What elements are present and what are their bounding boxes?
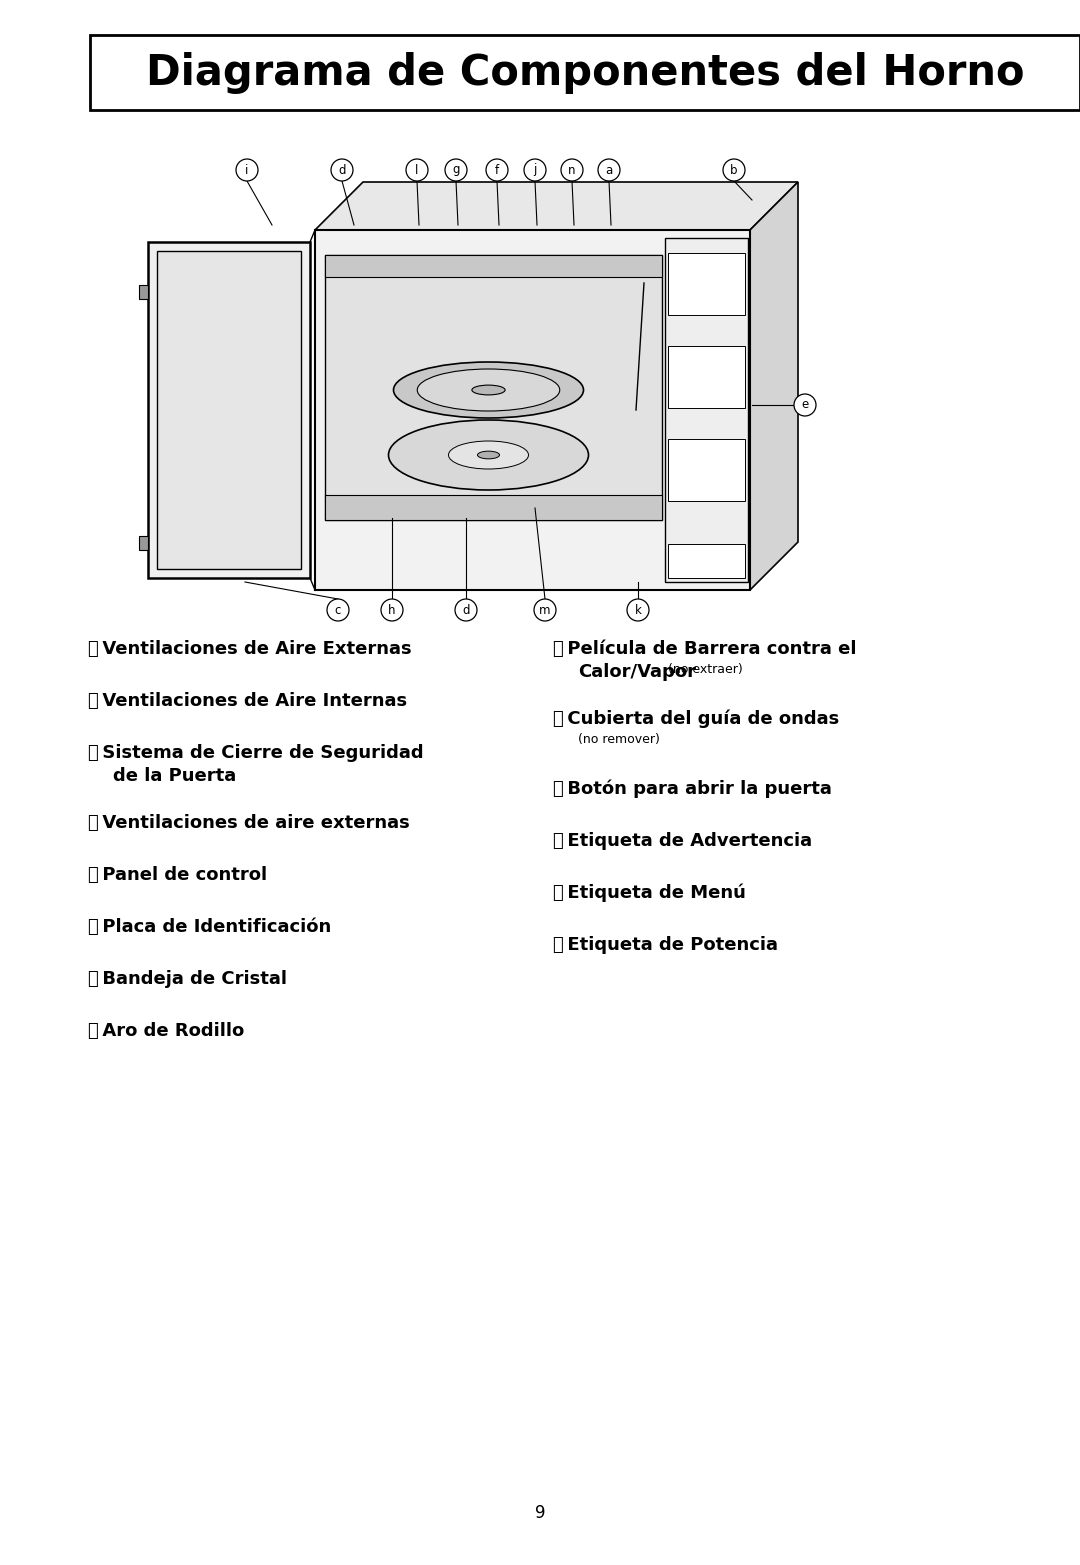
FancyBboxPatch shape [90, 34, 1080, 110]
Text: n: n [568, 163, 576, 177]
Text: 9: 9 [535, 1504, 545, 1523]
Text: d: d [462, 604, 470, 617]
Ellipse shape [472, 385, 505, 394]
Text: Ⓑ Ventilaciones de Aire Internas: Ⓑ Ventilaciones de Aire Internas [87, 692, 407, 711]
Bar [315, 230, 750, 590]
Polygon shape [315, 182, 798, 230]
Text: Ⓓ Ventilaciones de aire externas: Ⓓ Ventilaciones de aire externas [87, 814, 409, 833]
Text: j: j [534, 163, 537, 177]
Text: m: m [539, 604, 551, 617]
Text: Ⓖ Bandeja de Cristal: Ⓖ Bandeja de Cristal [87, 970, 287, 988]
Circle shape [794, 394, 816, 416]
Circle shape [627, 599, 649, 621]
Text: g: g [453, 163, 460, 177]
Text: f: f [495, 163, 499, 177]
Text: e: e [801, 399, 809, 412]
Bar [669, 438, 745, 501]
Bar [669, 254, 745, 315]
Bar [148, 243, 310, 577]
Circle shape [381, 599, 403, 621]
Circle shape [406, 160, 428, 182]
Text: Calor/Vapor: Calor/Vapor [578, 664, 696, 681]
Text: l: l [416, 163, 419, 177]
Text: c: c [335, 604, 341, 617]
Circle shape [486, 160, 508, 182]
Circle shape [723, 160, 745, 182]
Text: Ⓔ Panel de control: Ⓔ Panel de control [87, 865, 267, 884]
Ellipse shape [393, 362, 583, 418]
Text: h: h [388, 604, 395, 617]
Bar [669, 346, 745, 408]
Ellipse shape [389, 419, 589, 490]
Text: k: k [635, 604, 642, 617]
Bar [325, 255, 662, 277]
Circle shape [327, 599, 349, 621]
Circle shape [330, 160, 353, 182]
Circle shape [455, 599, 477, 621]
Circle shape [237, 160, 258, 182]
Text: d: d [338, 163, 346, 177]
Bar [665, 238, 748, 582]
Ellipse shape [448, 441, 528, 470]
Circle shape [534, 599, 556, 621]
Text: Ⓘ Película de Barrera contra el: Ⓘ Película de Barrera contra el [553, 640, 856, 657]
Text: de la Puerta: de la Puerta [113, 767, 237, 786]
Text: (no extraer): (no extraer) [664, 664, 743, 676]
Circle shape [524, 160, 546, 182]
Text: Diagrama de Componentes del Horno: Diagrama de Componentes del Horno [146, 52, 1024, 94]
Bar [139, 285, 148, 299]
Circle shape [598, 160, 620, 182]
Text: Ⓜ Etiqueta de Menú: Ⓜ Etiqueta de Menú [553, 884, 746, 903]
Text: Ⓝ Etiqueta de Potencia: Ⓝ Etiqueta de Potencia [553, 936, 778, 955]
Text: b: b [730, 163, 738, 177]
Text: Ⓛ Etiqueta de Advertencia: Ⓛ Etiqueta de Advertencia [553, 833, 812, 850]
Text: (no remover): (no remover) [578, 732, 660, 747]
Text: Ⓚ Botón para abrir la puerta: Ⓚ Botón para abrir la puerta [553, 779, 832, 798]
Bar [325, 255, 662, 520]
Circle shape [561, 160, 583, 182]
Bar [157, 250, 301, 570]
Polygon shape [750, 182, 798, 590]
Ellipse shape [477, 451, 499, 459]
Text: Ⓒ Sistema de Cierre de Seguridad: Ⓒ Sistema de Cierre de Seguridad [87, 743, 423, 762]
Text: Ⓐ Ventilaciones de Aire Externas: Ⓐ Ventilaciones de Aire Externas [87, 640, 411, 657]
Text: Ⓗ Aro de Rodillo: Ⓗ Aro de Rodillo [87, 1022, 244, 1041]
Ellipse shape [417, 369, 559, 412]
Circle shape [445, 160, 467, 182]
Text: i: i [245, 163, 248, 177]
Bar [139, 535, 148, 549]
Text: Ⓕ Placa de Identificación: Ⓕ Placa de Identificación [87, 919, 332, 936]
Text: Ⓙ Cubierta del guía de ondas: Ⓙ Cubierta del guía de ondas [553, 711, 839, 728]
Bar [669, 543, 745, 577]
Text: a: a [606, 163, 612, 177]
Bar [325, 495, 662, 520]
